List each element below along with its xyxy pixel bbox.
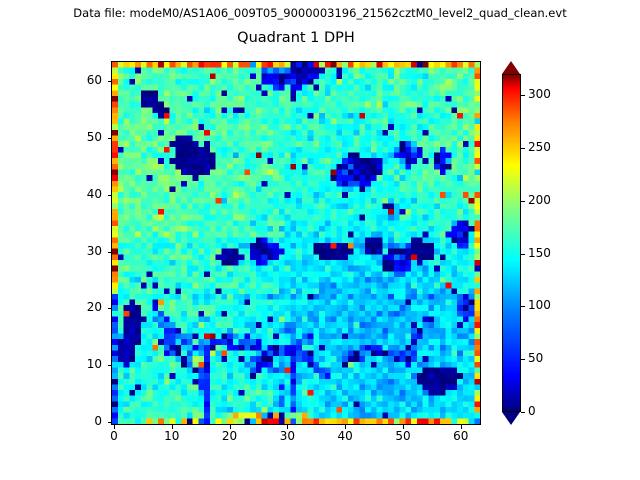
colorbar-tick-label: 100	[528, 298, 551, 313]
y-tick-mark	[107, 194, 111, 196]
colorbar-gradient	[502, 74, 521, 412]
x-tick-label: 0	[110, 429, 118, 443]
x-tick-label: 50	[395, 429, 411, 443]
x-tick-mark	[287, 425, 289, 429]
x-tick-label: 30	[279, 429, 295, 443]
y-tick-mark	[107, 251, 111, 253]
colorbar-tick-label: 0	[528, 404, 536, 418]
page-title: Quadrant 1 DPH	[237, 30, 355, 46]
colorbar-over-arrow-icon	[502, 61, 520, 74]
x-tick-mark	[113, 425, 115, 429]
colorbar-tick-label: 250	[528, 139, 551, 154]
y-tick-mark	[107, 422, 111, 424]
x-tick-label: 10	[164, 429, 180, 443]
x-tick-label: 40	[337, 429, 353, 443]
x-tick-mark	[460, 425, 462, 429]
x-tick-mark	[345, 425, 347, 429]
y-tick-label: 20	[86, 300, 102, 315]
colorbar-tick-mark	[521, 147, 525, 149]
x-tick-label: 60	[453, 429, 469, 443]
y-tick-label: 0	[94, 414, 102, 429]
y-tick-mark	[107, 365, 111, 367]
x-tick-mark	[402, 425, 404, 429]
data-file-suptitle: Data file: modeM0/AS1A06_009T05_90000031…	[73, 6, 567, 20]
y-tick-label: 40	[86, 186, 102, 201]
y-tick-label: 30	[86, 243, 102, 258]
colorbar: 0 50 100 150 200 250 300	[502, 61, 551, 425]
x-tick-label: 20	[221, 429, 238, 443]
x-tick-mark	[171, 425, 173, 429]
colorbar-tick-label: 200	[528, 192, 551, 207]
y-tick-mark	[107, 308, 111, 310]
heatmap-axes	[111, 61, 481, 425]
colorbar-tick-mark	[521, 306, 525, 308]
colorbar-tick-mark	[521, 359, 525, 361]
y-tick-label: 60	[86, 72, 102, 87]
colorbar-tick-mark	[521, 95, 525, 97]
colorbar-tick-label: 300	[528, 87, 551, 102]
dph-heatmap-image	[112, 62, 480, 424]
colorbar-tick-label: 50	[528, 351, 544, 366]
y-tick-label: 50	[86, 129, 102, 144]
y-tick-mark	[107, 80, 111, 82]
colorbar-tick-mark	[521, 200, 525, 202]
colorbar-tick-mark	[521, 412, 525, 413]
y-tick-mark	[107, 137, 111, 139]
colorbar-tick-mark	[521, 253, 525, 255]
colorbar-under-arrow-icon	[502, 412, 520, 425]
colorbar-tick-label: 150	[528, 245, 551, 260]
y-tick-label: 10	[86, 357, 102, 372]
x-tick-mark	[229, 425, 231, 429]
